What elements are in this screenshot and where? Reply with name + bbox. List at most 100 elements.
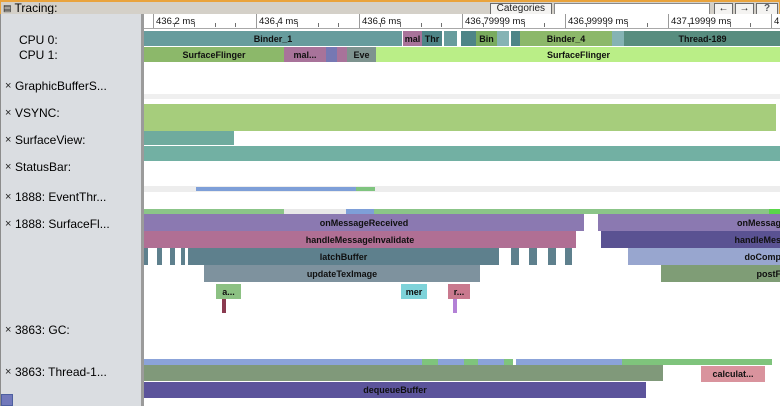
trace-span[interactable]	[196, 187, 356, 191]
trace-span[interactable]	[622, 359, 772, 365]
trace-span[interactable]	[170, 248, 175, 265]
trace-span[interactable]	[504, 359, 513, 365]
trace-span-onmessag[interactable]: onMessag	[598, 214, 780, 231]
trace-span-thread-189[interactable]: Thread-189	[624, 31, 780, 46]
help-button[interactable]: ?	[756, 2, 778, 15]
trace-span-handlemes[interactable]: handleMes	[601, 231, 780, 248]
trace-span-label: Thread-189	[678, 33, 727, 44]
track-row-statusbar: × StatusBar:	[1, 159, 141, 175]
trace-span[interactable]	[565, 248, 572, 265]
axis-tick-label: 436.2 ms	[156, 16, 196, 27]
nav-back-button[interactable]: ←	[714, 2, 733, 15]
trace-span-postf[interactable]: postF	[661, 265, 780, 282]
close-track-icon[interactable]: ×	[5, 190, 12, 203]
trace-span[interactable]	[222, 299, 226, 313]
trace-span[interactable]	[144, 209, 284, 214]
axis-minor-tick	[709, 23, 711, 27]
trace-span-calculat[interactable]: calculat...	[701, 366, 765, 382]
trace-span[interactable]	[529, 248, 537, 265]
trace-span[interactable]	[497, 31, 509, 46]
trace-span-a[interactable]: a...	[216, 284, 241, 299]
axis-minor-tick	[441, 23, 443, 27]
trace-span-mal[interactable]: mal	[403, 31, 422, 46]
trace-span[interactable]	[453, 299, 457, 313]
axis-minor-tick	[276, 23, 278, 27]
trace-span-label: doComp	[744, 251, 780, 262]
track-row-1888-surfacefl: × 1888: SurfaceFl...	[1, 216, 141, 232]
categories-button[interactable]: Categories	[489, 2, 552, 15]
close-track-icon[interactable]: ×	[5, 79, 12, 92]
trace-span[interactable]	[438, 359, 464, 365]
axis-minor-tick	[482, 23, 484, 27]
trace-span[interactable]	[144, 248, 148, 265]
trace-span[interactable]	[769, 209, 780, 214]
axis-minor-tick	[606, 23, 608, 27]
axis-minor-tick	[420, 23, 422, 27]
trace-span[interactable]	[516, 359, 622, 365]
trace-span[interactable]	[511, 248, 519, 265]
trace-span[interactable]	[548, 248, 556, 265]
trace-span-surfaceflinger[interactable]: SurfaceFlinger	[144, 47, 284, 62]
trace-span-r[interactable]: r...	[448, 284, 470, 299]
scrollbar-corner[interactable]	[1, 394, 13, 406]
trace-span-thr[interactable]: Thr	[422, 31, 442, 46]
trace-span-bin[interactable]: Bin	[476, 31, 497, 46]
trace-span-label: latchBuffer	[319, 251, 368, 262]
trace-span[interactable]	[422, 359, 438, 365]
track-row-vsync: × VSYNC:	[1, 105, 141, 121]
trace-span[interactable]	[478, 359, 504, 365]
close-track-icon[interactable]: ×	[5, 217, 12, 230]
close-track-icon[interactable]: ×	[5, 323, 12, 336]
timeline-canvas[interactable]: 436.2 ms 436.4 ms 436.6 ms 436.79999 ms 436.…	[143, 14, 780, 406]
axis-minor-tick	[297, 23, 299, 27]
trace-span[interactable]	[157, 248, 162, 265]
nav-forward-button[interactable]: →	[735, 2, 754, 15]
trace-span-label: Thr	[424, 33, 440, 44]
categories-filter-input[interactable]	[554, 2, 710, 15]
close-track-icon[interactable]: ×	[5, 133, 12, 146]
trace-span[interactable]	[144, 365, 663, 381]
trace-span-docomp[interactable]: doComp	[628, 248, 780, 265]
trace-span[interactable]	[144, 359, 422, 365]
trace-span[interactable]	[612, 31, 624, 46]
trace-span[interactable]	[464, 359, 478, 365]
trace-span[interactable]	[337, 47, 347, 62]
track-row-cpu-1: CPU 1:	[1, 47, 141, 63]
trace-span-dequeuebuffer[interactable]: dequeueBuffer	[144, 382, 646, 398]
axis-tick-label: 436.4 ms	[259, 16, 299, 27]
trace-span-label: dequeueBuffer	[363, 385, 427, 395]
axis-minor-tick	[503, 23, 505, 27]
trace-span[interactable]	[444, 31, 457, 46]
trace-span[interactable]	[461, 31, 476, 46]
trace-span[interactable]	[181, 248, 185, 265]
trace-span[interactable]	[144, 104, 776, 131]
close-track-icon[interactable]: ×	[5, 106, 12, 119]
close-track-icon[interactable]: ×	[5, 160, 12, 173]
track-label: 1888: SurfaceFl...	[15, 217, 110, 231]
trace-span[interactable]	[511, 31, 520, 46]
trace-span-label: postF	[756, 268, 780, 279]
trace-span[interactable]	[326, 47, 337, 62]
trace-span-updateteximage[interactable]: updateTexImage	[204, 265, 480, 282]
trace-span[interactable]	[144, 131, 234, 145]
trace-span[interactable]	[356, 187, 375, 191]
trace-span-mer[interactable]: mer	[401, 284, 427, 299]
trace-span[interactable]	[346, 209, 374, 214]
axis-tick-label: 436.79999 ms	[465, 16, 526, 27]
trace-span-mal[interactable]: mal...	[284, 47, 326, 62]
trace-span-handlemessageinvalidate[interactable]: handleMessageInvalidate	[144, 231, 576, 248]
trace-span[interactable]	[144, 146, 780, 161]
trace-span-eve[interactable]: Eve	[347, 47, 376, 62]
track-row-surfaceview: × SurfaceView:	[1, 132, 141, 148]
trace-span-surfaceflinger[interactable]: SurfaceFlinger	[376, 47, 780, 62]
titlebar: ▤ Tracing: Categories ← → ?	[0, 0, 780, 15]
close-track-icon[interactable]: ×	[5, 365, 12, 378]
track-strip	[144, 186, 780, 192]
axis-minor-tick	[173, 23, 175, 27]
trace-span-binder-4[interactable]: Binder_4	[520, 31, 612, 46]
trace-span[interactable]	[374, 209, 769, 214]
trace-span-onmessagereceived[interactable]: onMessageReceived	[144, 214, 584, 231]
axis-minor-tick	[688, 23, 690, 27]
trace-span-latchbuffer[interactable]: latchBuffer	[188, 248, 499, 265]
trace-span-binder-1[interactable]: Binder_1	[144, 31, 402, 46]
